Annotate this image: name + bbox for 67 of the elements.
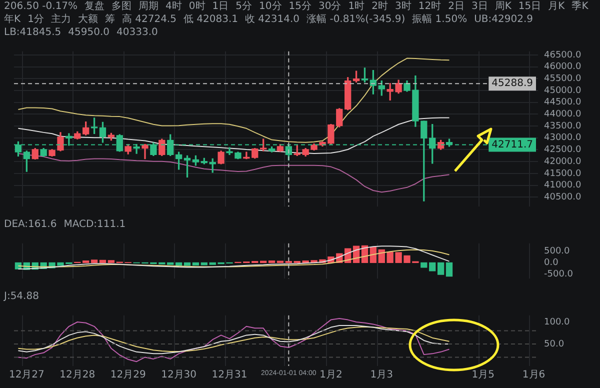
text: 周K (494, 1, 512, 13)
x-tick-label: 12月28 (60, 370, 96, 381)
ref-line-label: 42711.7 (492, 139, 534, 150)
ref-line-label: 45288.9 (492, 78, 534, 90)
text: 15分 (288, 1, 312, 13)
x-tick-label: 12月31 (212, 370, 248, 381)
text: 1日 (212, 1, 229, 13)
y-tick-label: 44000.0 (544, 110, 582, 120)
text: 季K (572, 1, 588, 13)
text: J:54.88 (4, 291, 39, 303)
text: 3时 (395, 1, 412, 13)
text: 2日 (448, 1, 464, 13)
text: 主力 (50, 14, 71, 26)
y-tick-label: 45000.0 (544, 86, 582, 96)
y-tick-label: 42000.0 (544, 156, 582, 167)
x-tick-label: 12月29 (110, 370, 146, 381)
text: 周期 (138, 1, 159, 13)
x-tick-label: 12月30 (161, 370, 197, 381)
text: 12时 (418, 1, 442, 13)
text: MACD:111.1 (64, 219, 126, 231)
y-tick-label: 41000.0 (544, 180, 582, 191)
y-tick-label: 42500.0 (544, 145, 582, 156)
y-tick-label: 40500.0 (544, 192, 582, 202)
text: LB:41845.5 (4, 27, 62, 39)
y-tick-label: 43000.0 (544, 133, 582, 144)
x-tick-label: 12月27 (8, 370, 44, 381)
text: DEA:161.6 (4, 219, 57, 231)
text: 2时 (372, 1, 388, 13)
text: 振幅 1.50% (412, 14, 468, 26)
y-tick-label: 500.0 (544, 246, 570, 257)
y-tick-label: 44500.0 (544, 98, 582, 108)
x-tick-label: 1月5 (472, 370, 494, 381)
y-tick-label: 43500.0 (544, 121, 582, 132)
text: 收 42314.0 (245, 14, 300, 26)
y-tick-label: -500.0 (544, 269, 574, 280)
y-tick-label: 46000.0 (544, 62, 582, 72)
text: 5分 (236, 1, 252, 13)
text: 高 42724.5 (122, 14, 176, 26)
text: 1时 (348, 1, 365, 13)
text: 4时 (166, 1, 182, 13)
text: 40333.0 (116, 27, 158, 39)
text: 大额 (78, 14, 98, 26)
text: 低 42083.1 (183, 14, 238, 26)
x-tick-label: 1月2 (320, 370, 342, 381)
y-tick-label: 0.0 (544, 258, 559, 268)
text: 月K (548, 1, 565, 13)
x-tick-label: 1月3 (370, 370, 394, 381)
text: 复盘 (84, 1, 105, 13)
text: 15日 (518, 1, 542, 13)
text: 30分 (318, 1, 342, 13)
text: 45950.0 (68, 27, 110, 39)
text: 0时 (188, 1, 206, 13)
y-tick-label: 50.0 (544, 339, 564, 350)
text: 206.50 -0.17% (4, 1, 78, 13)
text: 多图 (112, 1, 132, 13)
text: 1分 (28, 14, 44, 26)
x-tick-label: 1月6 (522, 370, 546, 381)
y-tick-label: 41500.0 (544, 168, 582, 179)
text: 筹 (104, 14, 115, 26)
y-tick-label: 45500.0 (544, 74, 582, 84)
y-tick-label: 46500.0 (544, 50, 582, 60)
text: 年K (4, 14, 21, 26)
text: 10分 (259, 1, 282, 13)
text: 3日 (471, 1, 488, 13)
text: UB:42902.9 (474, 14, 533, 26)
y-tick-label: 100.0 (544, 317, 570, 328)
text: 涨幅 -0.81%(-345.9) (306, 14, 406, 26)
